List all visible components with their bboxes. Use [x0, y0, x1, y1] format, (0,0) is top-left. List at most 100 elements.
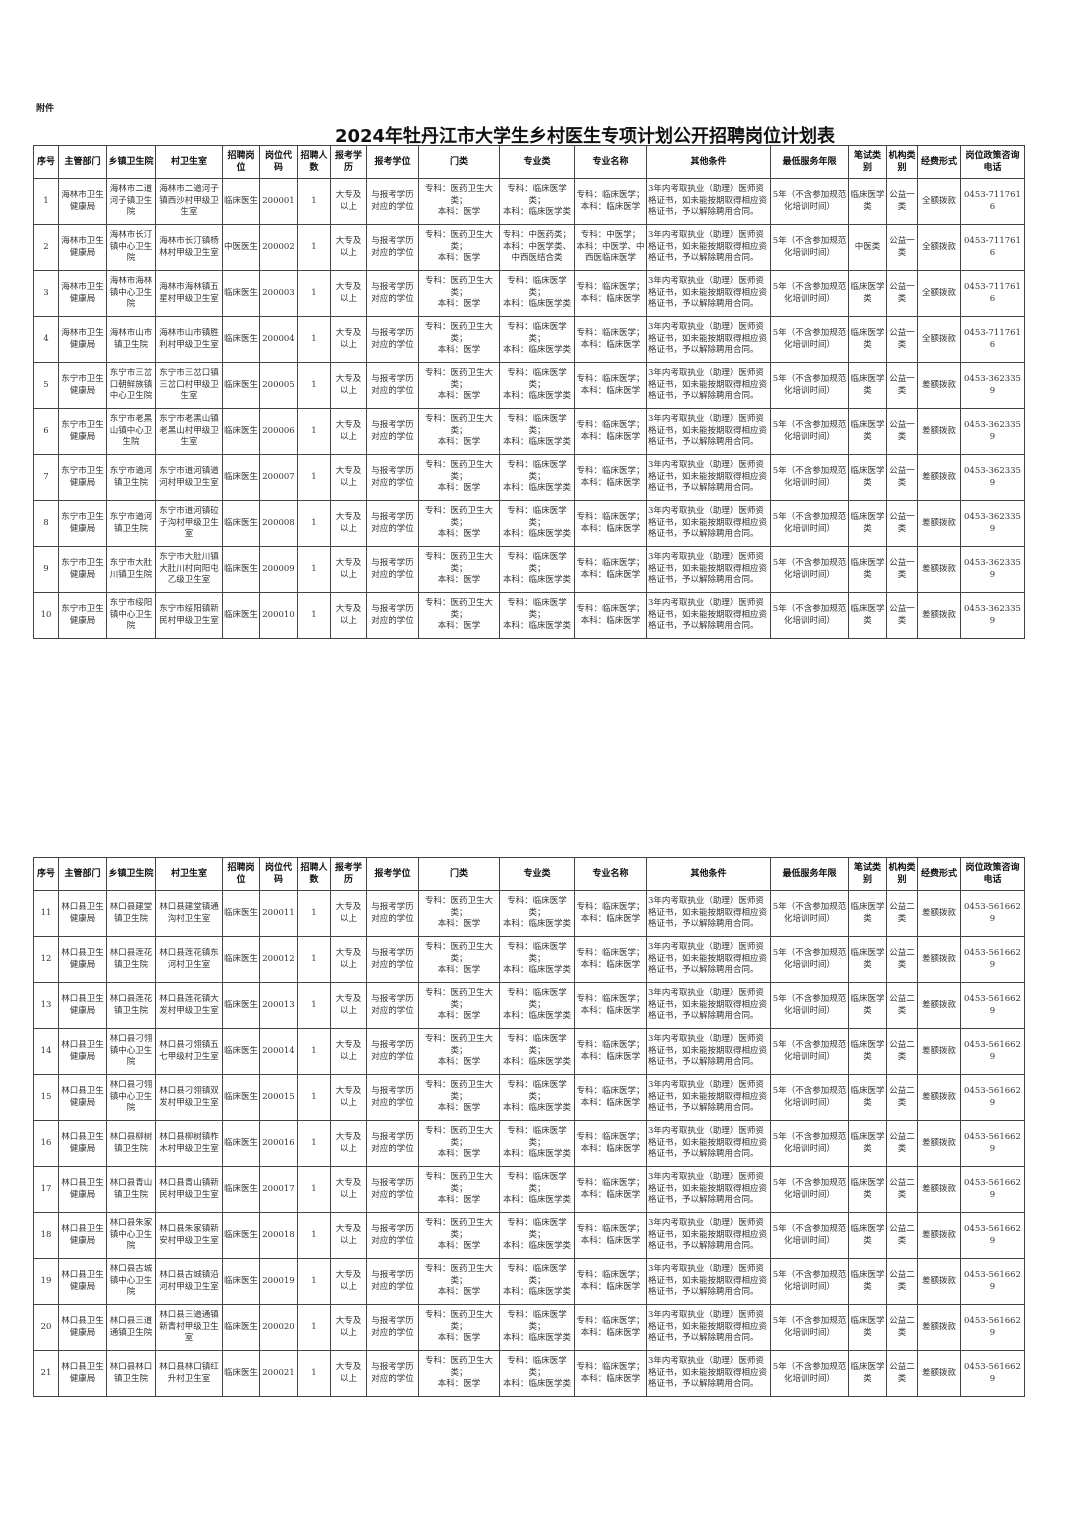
cell-text: 公益二类 [889, 994, 915, 1016]
cell-text: 东宁市卫生健康局 [61, 604, 104, 626]
cell-min-service-years: 5年（不含参加规范化培训时间） [770, 316, 849, 363]
cell-department: 林口县卫生健康局 [58, 1304, 107, 1351]
cell-institution-type: 公益二类 [886, 1350, 918, 1397]
cell-township-hospital: 林口县刁翎镇中心卫生院 [106, 1074, 156, 1121]
cell-major-name: 专科：临床医学； 本科：临床医学 [574, 1350, 647, 1397]
column-header-other-requirements: 其他条件 [646, 145, 771, 179]
column-header-major-category: 专业类 [499, 857, 575, 891]
cell-exam-category: 临床医学类 [848, 890, 887, 937]
cell-text: 专科：医药卫生大类； 本科：医学 [424, 1172, 493, 1206]
column-header-other-requirements: 其他条件 [646, 857, 771, 891]
cell-text: 全额拨款 [921, 287, 956, 298]
cell-text: 林口县刁翎镇双发村甲级卫生室 [159, 1086, 219, 1108]
column-header-phone: 岗位政策咨询电话 [960, 145, 1025, 179]
column-header-position: 招聘岗位 [222, 857, 260, 891]
cell-position: 临床医生 [222, 362, 260, 409]
cell-township-hospital: 林口县三道通镇卫生院 [106, 1304, 156, 1351]
cell-major-category: 专科：临床医学类； 本科：临床医学类 [499, 500, 575, 547]
cell-text: 海林市二道河子镇西沙村甲级卫生室 [159, 184, 219, 218]
cell-institution-type: 公益一类 [886, 592, 918, 639]
cell-institution-type: 公益一类 [886, 270, 918, 317]
cell-funding-type: 差额拨款 [917, 1304, 961, 1351]
cell-department: 海林市卫生健康局 [58, 270, 107, 317]
cell-text: 5年（不含参加规范化培训时间） [772, 1086, 847, 1108]
cell-text: 3年内考取执业（助理）医师资格证书，如未能按期取得相应资格证书，予以解除聘用合同… [648, 368, 768, 402]
cell-index: 16 [33, 1120, 59, 1167]
cell-position: 临床医生 [222, 592, 260, 639]
cell-education: 大专及以上 [330, 1304, 367, 1351]
cell-township-hospital: 东宁市大肚川镇卫生院 [106, 546, 156, 593]
cell-text: 16 [40, 1137, 52, 1148]
cell-department: 海林市卫生健康局 [58, 224, 107, 271]
cell-text: 公益一类 [889, 328, 915, 350]
column-header-village-clinic: 村卫生室 [155, 857, 223, 891]
cell-institution-type: 公益一类 [886, 178, 918, 225]
cell-township-hospital: 东宁市绥阳镇中心卫生院 [106, 592, 156, 639]
table-row: 20 林口县卫生健康局 林口县三道通镇卫生院 林口县三道通镇新青村甲级卫生室 临床医生 2… [33, 1304, 1025, 1351]
cell-text: 专科：临床医学类； 本科：临床医学类 [502, 1356, 571, 1390]
cell-department: 林口县卫生健康局 [58, 1028, 107, 1075]
cell-text: 东宁市道河镇道河村甲级卫生室 [159, 466, 219, 488]
cell-text: 公益二类 [889, 1086, 915, 1108]
cell-text: 5年（不含参加规范化培训时间） [772, 1316, 847, 1338]
cell-text: 东宁市三岔口朝鲜族镇中心卫生院 [109, 368, 153, 402]
cell-text: 林口县莲花镇大发村甲级卫生室 [159, 994, 219, 1016]
cell-text: 东宁市三岔口镇三岔口村甲级卫生室 [159, 368, 219, 402]
cell-department: 林口县卫生健康局 [58, 890, 107, 937]
table-row: 17 林口县卫生健康局 林口县青山镇卫生院 林口县青山镇新民村甲级卫生室 临床医生 200… [33, 1166, 1025, 1213]
cell-village-clinic: 东宁市道河镇道河村甲级卫生室 [155, 454, 223, 501]
cell-education: 大专及以上 [330, 1028, 367, 1075]
cell-text: 200004 [262, 333, 295, 344]
cell-department: 林口县卫生健康局 [58, 1074, 107, 1121]
cell-index: 14 [33, 1028, 59, 1075]
cell-text: 1 [311, 1275, 317, 1286]
cell-text: 差额拨款 [921, 379, 956, 390]
cell-headcount: 1 [297, 270, 331, 317]
cell-index: 4 [33, 316, 59, 363]
cell-text: 大专及以上 [335, 1040, 362, 1062]
cell-text: 专科：临床医学； 本科：临床医学 [576, 948, 645, 970]
cell-text: 临床医生 [224, 1045, 258, 1056]
cell-headcount: 1 [297, 408, 331, 455]
cell-text: 公益二类 [889, 1316, 915, 1338]
cell-village-clinic: 海林市长汀镇杨林村甲级卫生室 [155, 224, 223, 271]
cell-text: 3年内考取执业（助理）医师资格证书，如未能按期取得相应资格证书，予以解除聘用合同… [648, 276, 768, 310]
cell-text: 3年内考取执业（助理）医师资格证书，如未能按期取得相应资格证书，予以解除聘用合同… [648, 184, 768, 218]
table-row: 1 海林市卫生健康局 海林市二道河子镇卫生院 海林市二道河子镇西沙村甲级卫生室 临床医生… [33, 178, 1025, 225]
cell-text: 差额拨款 [921, 1091, 956, 1102]
cell-position-code: 200015 [259, 1074, 298, 1121]
cell-major-category: 专科：临床医学类； 本科：临床医学类 [499, 982, 575, 1029]
cell-other-requirements: 3年内考取执业（助理）医师资格证书，如未能按期取得相应资格证书，予以解除聘用合同… [646, 546, 771, 593]
cell-position-code: 200008 [259, 500, 298, 547]
cell-text: 17 [40, 1183, 52, 1194]
cell-institution-type: 公益一类 [886, 500, 918, 547]
cell-text: 公益二类 [889, 902, 915, 924]
cell-text: 全额拨款 [921, 333, 956, 344]
cell-min-service-years: 5年（不含参加规范化培训时间） [770, 1350, 849, 1397]
cell-headcount: 1 [297, 1212, 331, 1259]
cell-text: 与报考学历对应的学位 [371, 1086, 414, 1108]
cell-min-service-years: 5年（不含参加规范化培训时间） [770, 1304, 849, 1351]
cell-township-hospital: 东宁市老黑山镇中心卫生院 [106, 408, 156, 455]
cell-index: 1 [33, 178, 59, 225]
cell-text: 公益一类 [889, 558, 915, 580]
cell-other-requirements: 3年内考取执业（助理）医师资格证书，如未能按期取得相应资格证书，予以解除聘用合同… [646, 1258, 771, 1305]
cell-text: 3年内考取执业（助理）医师资格证书，如未能按期取得相应资格证书，予以解除聘用合同… [648, 1264, 768, 1298]
cell-funding-type: 差额拨款 [917, 982, 961, 1029]
cell-position: 临床医生 [222, 1350, 260, 1397]
cell-text: 专科：医药卫生大类； 本科：医学 [424, 1264, 493, 1298]
cell-text: 200017 [262, 1183, 295, 1194]
cell-phone: 0453-5616629 [960, 1304, 1025, 1351]
cell-text: 5年（不含参加规范化培训时间） [772, 466, 847, 488]
cell-phone: 0453-3623359 [960, 408, 1025, 455]
cell-text: 5年（不含参加规范化培训时间） [772, 902, 847, 924]
cell-discipline: 专科：医药卫生大类； 本科：医学 [418, 1166, 500, 1213]
cell-funding-type: 差额拨款 [917, 500, 961, 547]
cell-funding-type: 差额拨款 [917, 890, 961, 937]
cell-text: 临床医学类 [850, 1316, 885, 1338]
cell-funding-type: 差额拨款 [917, 1350, 961, 1397]
cell-min-service-years: 5年（不含参加规范化培训时间） [770, 178, 849, 225]
cell-headcount: 1 [297, 1350, 331, 1397]
cell-text: 林口县卫生健康局 [61, 948, 104, 970]
cell-text: 与报考学历对应的学位 [371, 902, 414, 924]
